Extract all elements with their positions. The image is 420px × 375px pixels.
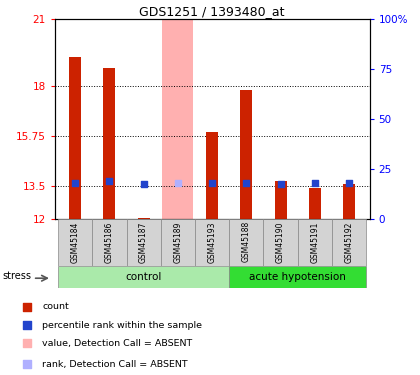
Bar [195,219,229,266]
Text: control: control [126,272,162,282]
Bar [263,219,298,266]
Point [277,181,284,187]
Bar [309,188,321,219]
Text: GSM45190: GSM45190 [276,221,285,262]
Text: GSM45187: GSM45187 [139,221,148,262]
Bar [275,182,286,219]
Text: GSM45192: GSM45192 [344,221,354,262]
Bar [240,90,252,219]
Bar [103,68,116,219]
Bar [229,219,263,266]
Bar [69,57,81,219]
Point [140,182,147,188]
Bar [343,184,355,219]
Point [174,180,181,186]
Point [24,322,30,328]
Bar [332,219,366,266]
Text: value, Detection Call = ABSENT: value, Detection Call = ABSENT [42,339,193,348]
Text: percentile rank within the sample: percentile rank within the sample [42,321,202,330]
Bar [138,218,150,219]
Point [346,180,352,186]
Text: GSM45189: GSM45189 [173,221,182,262]
Bar [92,219,126,266]
Point [106,178,113,184]
Bar [163,19,193,219]
Point [312,180,318,186]
Point [72,180,79,186]
Text: GSM45184: GSM45184 [71,221,80,262]
Text: rank, Detection Call = ABSENT: rank, Detection Call = ABSENT [42,360,188,369]
Text: stress: stress [3,271,32,281]
Point [24,304,30,310]
Bar [206,132,218,219]
Point [24,361,30,367]
Title: GDS1251 / 1393480_at: GDS1251 / 1393480_at [139,4,285,18]
Point [24,340,30,346]
Point [209,180,215,186]
Text: GSM45188: GSM45188 [242,221,251,262]
Text: GSM45193: GSM45193 [207,221,217,262]
Bar [58,219,92,266]
Text: GSM45186: GSM45186 [105,221,114,262]
Text: count: count [42,302,69,311]
Text: acute hypotension: acute hypotension [249,272,346,282]
Bar [161,219,195,266]
Bar [298,219,332,266]
Text: GSM45191: GSM45191 [310,221,319,262]
Bar [126,219,161,266]
Point [243,180,250,186]
Bar [58,266,229,288]
Bar [229,266,366,288]
